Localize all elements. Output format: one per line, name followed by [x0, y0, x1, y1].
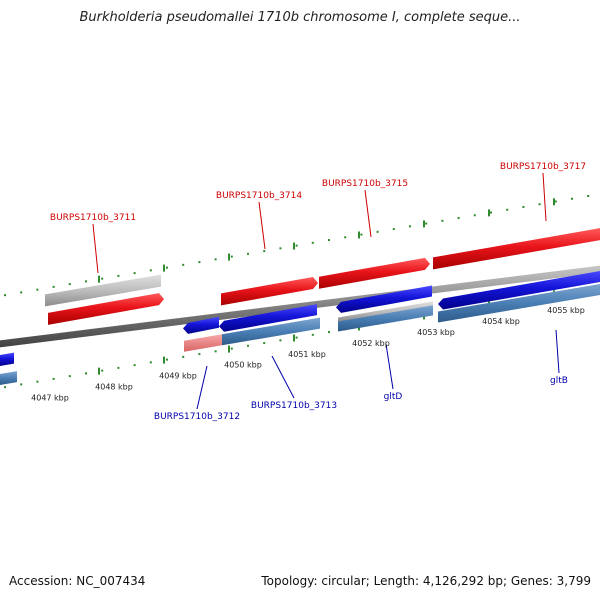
- ruler-label: 4053 kbp: [417, 328, 455, 337]
- accession-text: Accession: NC_007434: [9, 574, 146, 588]
- gene-block-gray: [338, 301, 433, 322]
- gene-label-lower: gltD: [384, 392, 403, 402]
- map-title: Burkholderia pseudomallei 1710b chromoso…: [79, 10, 521, 25]
- gene-block-gray: [45, 274, 161, 307]
- gene-arrow-forward: [48, 293, 164, 325]
- ruler-label: 4051 kbp: [288, 350, 326, 359]
- gene-label-lower: BURPS1710b_3713: [251, 401, 337, 411]
- gene-label-lower-leader: [196, 365, 208, 410]
- gene-block-cds: [438, 283, 600, 323]
- ruler-label: 4055 kbp: [547, 306, 585, 315]
- gene-arrow-forward: [221, 276, 318, 306]
- gene-label-upper-leader: [92, 223, 99, 274]
- chromosome-backbone: [0, 265, 600, 348]
- gene-arrow-forward: [433, 228, 600, 270]
- ruler-label: 4050 kbp: [224, 361, 262, 370]
- gene-block-cds: [222, 317, 320, 346]
- ruler-label: 4052 kbp: [352, 339, 390, 348]
- gene-label-upper: BURPS1710b_3711: [50, 213, 136, 223]
- ruler-label: 4047 kbp: [31, 394, 69, 403]
- gene-arrow-reverse: [0, 352, 14, 366]
- gene-block-pink: [184, 334, 222, 352]
- ruler-label: 4049 kbp: [159, 372, 197, 381]
- gene-label-upper: BURPS1710b_3714: [216, 191, 302, 201]
- gene-label-lower-leader: [555, 329, 560, 374]
- gene-block-cds: [0, 371, 17, 385]
- gene-label-upper: BURPS1710b_3715: [322, 179, 408, 189]
- gene-label-lower: gltB: [550, 376, 568, 386]
- topology-summary: Topology: circular; Length: 4,126,292 bp…: [261, 574, 591, 588]
- ruler-label: 4054 kbp: [482, 317, 520, 326]
- gene-arrow-reverse: [183, 316, 219, 334]
- gene-arrow-reverse: [438, 271, 600, 310]
- gene-label-upper-leader: [364, 189, 372, 238]
- gene-label-upper: BURPS1710b_3717: [500, 162, 586, 172]
- gene-label-lower-leader: [385, 343, 394, 390]
- gene-arrow-forward: [319, 257, 430, 289]
- gene-label-upper-leader: [542, 172, 547, 222]
- gene-block-cds: [338, 304, 433, 332]
- gene-arrow-reverse: [336, 285, 432, 313]
- gene-label-upper-leader: [258, 201, 266, 250]
- gene-arrow-reverse: [219, 304, 317, 332]
- gene-label-lower-leader: [271, 355, 295, 399]
- ruler-label: 4048 kbp: [95, 383, 133, 392]
- gene-label-lower: BURPS1710b_3712: [154, 412, 240, 422]
